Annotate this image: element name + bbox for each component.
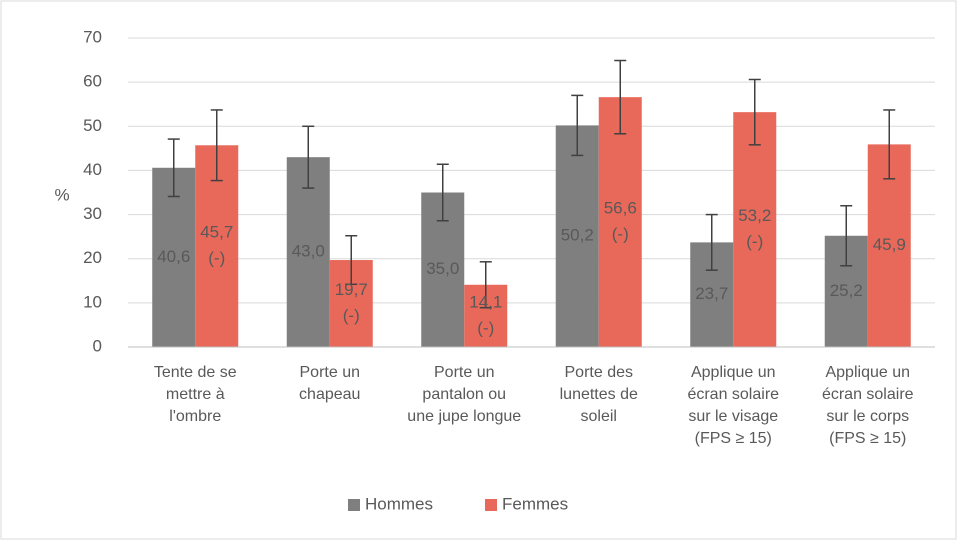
- data-label: 35,0: [426, 259, 459, 278]
- data-annotation: (-): [343, 306, 360, 325]
- legend-swatch: [348, 499, 360, 511]
- data-annotation: (-): [612, 225, 629, 244]
- bar: [598, 97, 642, 347]
- y-tick-label: 70: [83, 27, 102, 46]
- y-tick-label: 40: [83, 160, 102, 179]
- y-tick-label: 10: [83, 292, 102, 311]
- y-tick-label: 30: [83, 204, 102, 223]
- data-label: 56,6: [604, 199, 637, 218]
- y-tick-label: 60: [83, 72, 102, 91]
- y-tick-label: 20: [83, 248, 102, 267]
- data-label: 53,2: [738, 206, 771, 225]
- data-annotation: (-): [746, 232, 763, 251]
- data-label: 14,1: [469, 292, 502, 311]
- bar: [733, 112, 777, 347]
- x-tick-label: Tente de se mettre à l'ombre: [153, 364, 237, 425]
- data-label: 25,2: [830, 281, 863, 300]
- data-label: 50,2: [561, 226, 594, 245]
- legend-swatch: [485, 499, 497, 511]
- y-tick-label: 50: [83, 116, 102, 135]
- data-annotation: (-): [208, 249, 225, 268]
- data-annotation: (-): [477, 318, 494, 337]
- legend-label: Femmes: [502, 494, 568, 513]
- data-label: 19,7: [335, 280, 368, 299]
- x-tick-label: Applique un écran solaire sur le corps (…: [821, 364, 914, 447]
- y-tick-label: 0: [93, 336, 102, 355]
- y-axis-label: %: [54, 185, 69, 204]
- bar: [555, 125, 599, 347]
- bar: [152, 167, 196, 347]
- data-label: 45,9: [873, 235, 906, 254]
- x-tick-label: Porte des lunettes de soleil: [559, 364, 638, 425]
- x-tick-label: Porte un chapeau: [299, 364, 361, 403]
- legend-label: Hommes: [365, 494, 433, 513]
- x-tick-label: Porte un pantalon ou une jupe longue: [407, 364, 522, 425]
- data-label: 40,6: [157, 247, 190, 266]
- data-label: 45,7: [200, 223, 233, 242]
- data-label: 23,7: [695, 284, 728, 303]
- data-label: 43,0: [292, 242, 325, 261]
- x-tick-label: Applique un écran solaire sur le visage …: [687, 364, 780, 447]
